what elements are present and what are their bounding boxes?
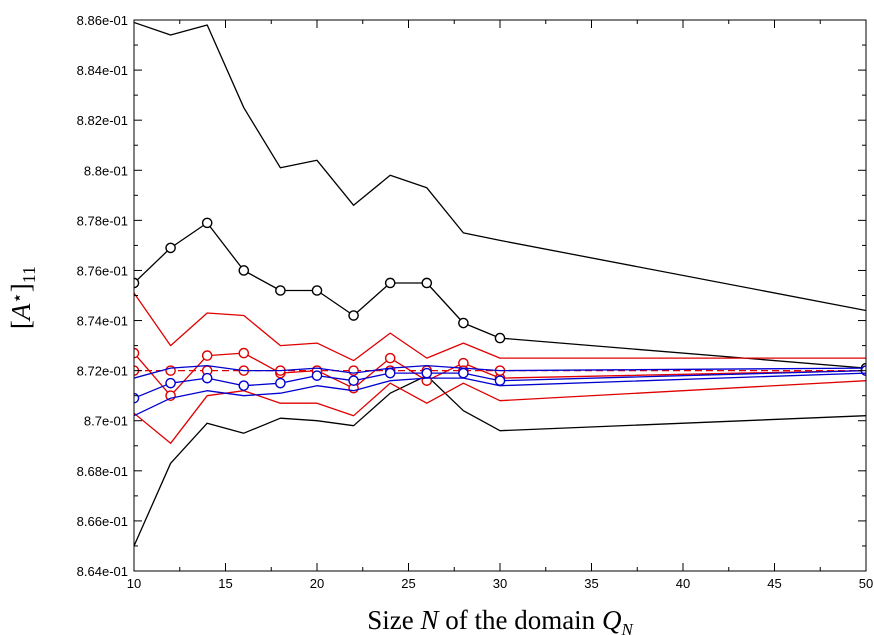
x-tick-label: 10 <box>127 576 141 591</box>
data-point <box>201 350 213 361</box>
data-point <box>494 332 506 344</box>
x-tick-label: 50 <box>859 576 873 591</box>
series-line <box>134 352 866 397</box>
series-line <box>134 369 866 399</box>
y-tick-label: 8.72e-01 <box>77 364 128 379</box>
y-tick-label: 8.64e-01 <box>77 564 128 579</box>
data-point <box>275 377 286 389</box>
data-point <box>134 277 140 289</box>
data-point <box>348 375 359 386</box>
data-point <box>458 317 469 329</box>
x-tick-label: 25 <box>401 576 415 591</box>
series-line <box>134 374 866 547</box>
series-6 <box>134 380 866 444</box>
x-tick-label: 30 <box>493 576 507 591</box>
x-tick-label: 40 <box>676 576 690 591</box>
y-tick-label: 8.66e-01 <box>77 514 128 529</box>
data-point <box>421 367 433 379</box>
plot-area-frame <box>133 19 867 572</box>
y-title-part: [ <box>6 320 36 329</box>
x-tick-label: 45 <box>767 576 781 591</box>
data-point <box>384 367 396 379</box>
x-tick-label: 35 <box>584 576 598 591</box>
data-point <box>311 285 323 296</box>
x-axis-title: Size N of the domain QN <box>367 605 634 635</box>
data-point <box>275 285 286 296</box>
tick-labels: 10 15 20 25 30 35 40 45 50 8.64e-01 8.66e-01 8.68e-… <box>77 13 874 591</box>
data-point <box>421 277 433 289</box>
x-tick-label: 20 <box>310 576 324 591</box>
data-point <box>165 377 176 389</box>
y-tick-label: 8.84e-01 <box>77 63 128 78</box>
y-tick-label: 8.7e-01 <box>84 414 128 429</box>
y-tick-label: 8.76e-01 <box>77 263 128 278</box>
series-1 <box>134 21 866 312</box>
series-layer <box>134 21 866 547</box>
series-2 <box>134 217 866 374</box>
y-tick-label: 8.86e-01 <box>77 13 128 28</box>
y-tick-label: 8.68e-01 <box>77 464 128 479</box>
data-point <box>458 367 469 379</box>
data-point <box>201 372 213 384</box>
series-4 <box>134 292 866 362</box>
series-3 <box>134 374 866 547</box>
y-tick-label: 8.74e-01 <box>77 314 128 329</box>
data-point <box>348 310 359 321</box>
series-line <box>134 21 866 312</box>
x-tick-label: 15 <box>218 576 232 591</box>
y-tick-label: 8.78e-01 <box>77 213 128 228</box>
data-point <box>238 265 250 276</box>
axis-ticks <box>133 19 867 572</box>
data-point <box>165 242 176 254</box>
data-point <box>494 375 506 386</box>
series-9 <box>134 365 866 404</box>
series-line <box>134 292 866 362</box>
data-point <box>311 370 323 381</box>
y-axis-title: [A⋆]11 <box>6 266 39 329</box>
series-10 <box>134 372 866 417</box>
data-point <box>238 380 250 391</box>
data-point <box>134 347 140 359</box>
series-line <box>134 380 866 444</box>
series-line <box>134 364 866 379</box>
data-point <box>384 352 396 364</box>
y-title-part: ] <box>6 283 36 292</box>
y-title-part: 11 <box>19 266 39 283</box>
series-line <box>134 222 866 369</box>
y-title-part: ⋆ <box>7 292 27 303</box>
series-8 <box>134 364 866 379</box>
data-point <box>384 277 396 289</box>
data-point <box>201 217 213 229</box>
y-tick-label: 8.82e-01 <box>77 113 128 128</box>
y-title-part: A <box>6 303 36 322</box>
y-tick-label: 8.8e-01 <box>84 163 128 178</box>
data-point <box>348 365 359 376</box>
data-point <box>238 347 250 359</box>
series-line <box>134 372 866 417</box>
